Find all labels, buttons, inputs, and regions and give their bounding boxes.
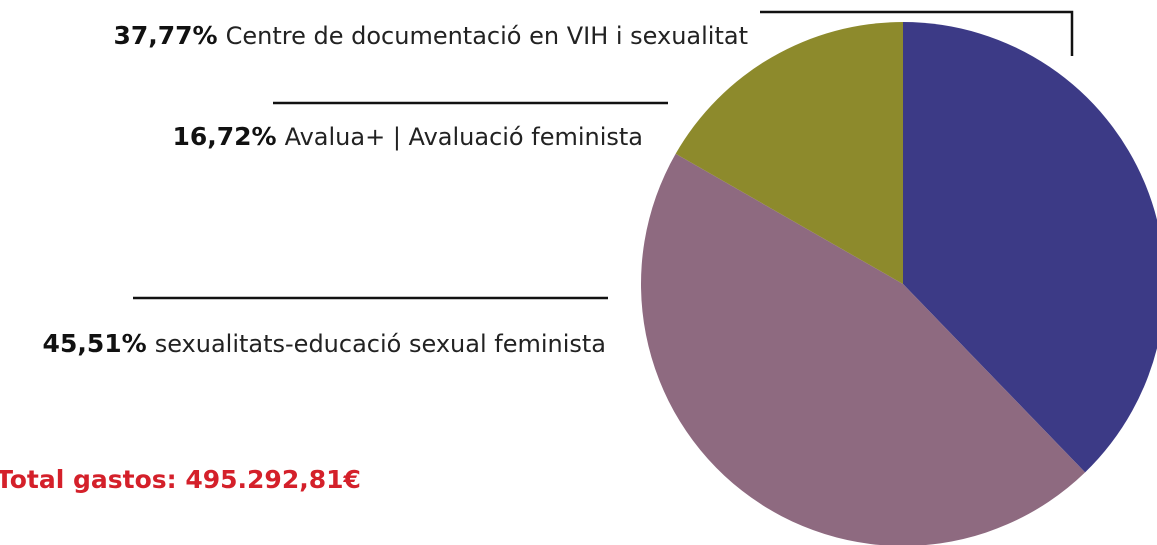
slice-percent: 45,51% [43,329,147,358]
slice-label: 45,51% sexualitats-educació sexual femini… [43,329,606,358]
pie-slice [675,22,903,284]
pie-slice [903,22,1157,473]
leader-lines [133,10,1074,300]
slice-percent: 16,72% [172,122,276,151]
pie-slice [641,153,1086,545]
slice-name: Centre de documentació en VIH i sexualit… [226,22,748,50]
slice-label: 37,77% Centre de documentació en VIH i se… [113,21,748,50]
slice-name: Avalua+ | Avaluació feminista [285,123,643,151]
slice-percent: 37,77% [113,21,217,50]
leader-line [760,10,1074,56]
slice-name: sexualitats-educació sexual feminista [155,330,606,358]
total-annotation: Total gastos: 495.292,81€ [0,465,361,494]
slice-label: 16,72% Avalua+ | Avaluació feminista [172,122,643,151]
